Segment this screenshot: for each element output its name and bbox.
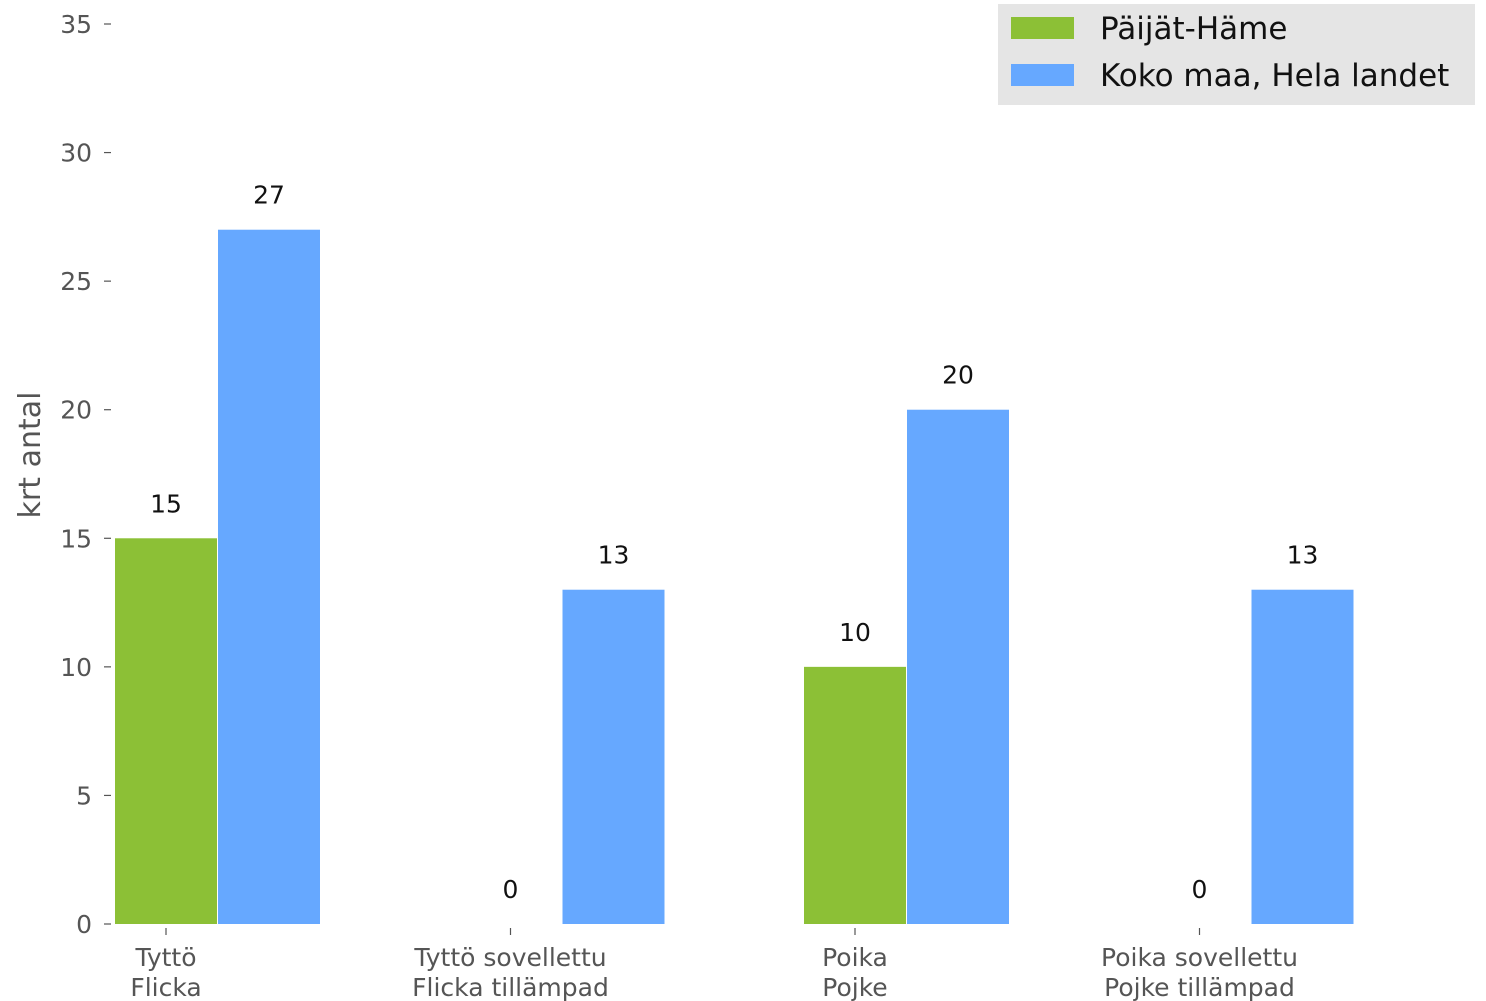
- legend-background: [998, 4, 1475, 105]
- legend-swatch: [1011, 17, 1074, 39]
- bars: [115, 229, 1354, 924]
- y-tick-label: 20: [60, 396, 92, 425]
- legend: Päijät-Häme Koko maa, Hela landet: [998, 4, 1475, 105]
- y-tick-label: 15: [60, 524, 92, 553]
- x-tick-label: Pojke: [822, 973, 887, 1001]
- y-tick-label: 10: [60, 653, 92, 682]
- x-tick-label: Poika sovellettu: [1101, 943, 1298, 972]
- x-tick-label: Tyttö: [134, 943, 196, 972]
- data-label: 13: [598, 541, 630, 570]
- data-label: 0: [1192, 875, 1208, 904]
- data-label: 13: [1287, 541, 1319, 570]
- x-tick-label: Pojke tillämpad: [1104, 973, 1295, 1001]
- data-label: 0: [503, 875, 519, 904]
- y-tick-label: 5: [76, 781, 92, 810]
- bar: [907, 409, 1009, 924]
- data-label: 20: [942, 361, 974, 390]
- bar: [804, 666, 906, 924]
- x-tick-label: Tyttö sovellettu: [413, 943, 606, 972]
- x-tick-label: Flicka: [130, 973, 201, 1001]
- data-label: 27: [253, 181, 285, 210]
- y-tick-label: 35: [60, 10, 92, 39]
- data-labels: 15 27 0 13 10 20 0 13: [150, 181, 1318, 904]
- legend-entry: Päijät-Häme: [1100, 11, 1287, 47]
- data-label: 15: [150, 489, 182, 518]
- legend-entry: Koko maa, Hela landet: [1100, 58, 1449, 94]
- bar: [218, 229, 320, 924]
- y-tick-label: 30: [60, 139, 92, 168]
- y-tick-label: 0: [76, 910, 92, 939]
- y-tick-label: 25: [60, 267, 92, 296]
- bar: [1251, 589, 1354, 924]
- x-tick-label: Flicka tillämpad: [412, 973, 609, 1001]
- bar: [115, 538, 217, 924]
- x-tick-label: Poika: [822, 943, 888, 972]
- bar: [562, 589, 665, 924]
- data-label: 10: [839, 618, 871, 647]
- legend-swatch: [1011, 64, 1074, 86]
- y-axis: 0 5 10 15 20 25 30 35: [60, 10, 111, 939]
- y-axis-title: krt antal: [13, 392, 48, 519]
